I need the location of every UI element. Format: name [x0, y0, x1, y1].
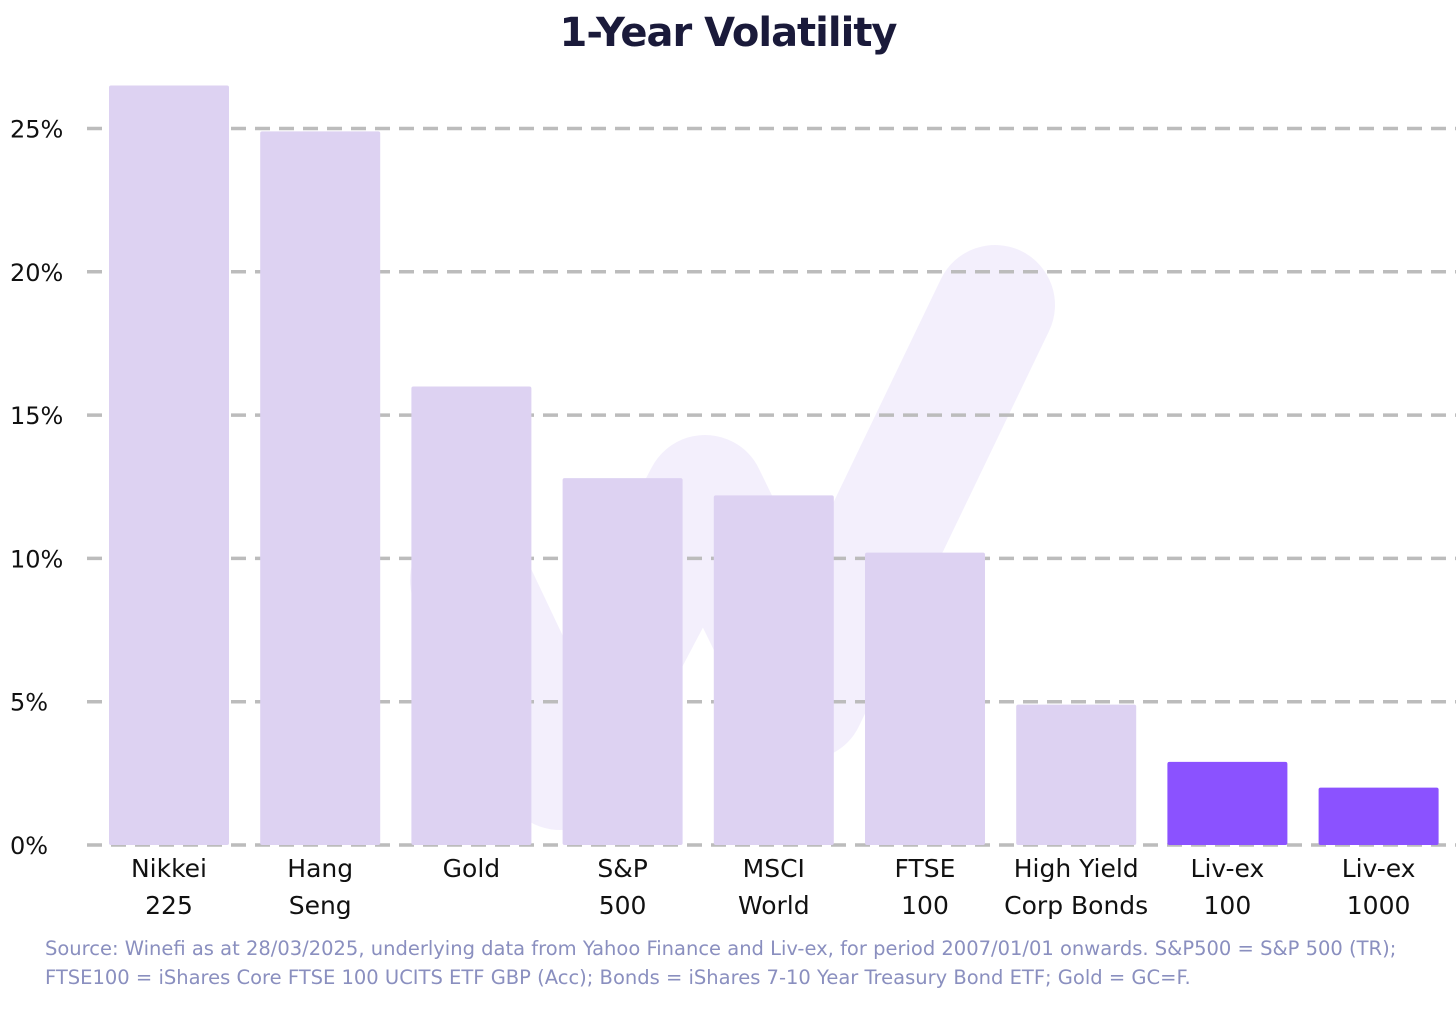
y-tick-label: 25% [10, 116, 63, 144]
x-category-label: Corp Bonds [1004, 891, 1148, 920]
y-tick-label: 15% [10, 402, 63, 430]
source-line-2: FTSE100 = iShares Core FTSE 100 UCITS ET… [45, 966, 1191, 989]
x-category-label: 100 [901, 891, 949, 920]
y-axis-ticks: 0% 5% 10% 15% 20% 25% [10, 116, 63, 861]
x-category-label: 1000 [1347, 891, 1411, 920]
x-category-label: Seng [289, 891, 352, 920]
chart-title: 1-Year Volatility [559, 10, 897, 56]
y-tick-label: 10% [10, 545, 63, 573]
y-tick-label: 20% [10, 259, 63, 287]
bar [411, 386, 532, 845]
x-category-label: 100 [1204, 891, 1252, 920]
x-category-label: S&P [597, 854, 647, 883]
bar [1016, 704, 1137, 845]
bar [1167, 761, 1288, 845]
source-note: Source: Winefi as at 28/03/2025, underly… [45, 934, 1435, 992]
source-line-1: Source: Winefi as at 28/03/2025, underly… [45, 937, 1397, 960]
x-category-label: Liv-ex [1342, 854, 1416, 883]
x-category-label: Gold [443, 854, 500, 883]
bar [260, 131, 381, 846]
bar [1318, 787, 1439, 845]
x-category-label: 500 [599, 891, 647, 920]
x-axis-categories: Nikkei 225 Hang Seng Gold S&P 500 MSCI World FTSE… [131, 854, 1416, 920]
x-category-label: Hang [287, 854, 353, 883]
y-tick-label: 5% [10, 689, 48, 717]
x-category-label: 225 [145, 891, 193, 920]
bar [713, 495, 834, 845]
x-category-label: High Yield [1014, 854, 1139, 883]
y-tick-label: 0% [10, 832, 48, 860]
bars [109, 85, 1439, 846]
x-category-label: World [738, 891, 810, 920]
bar-chart: 0% 5% 10% 15% 20% 25% Nikkei 225 Hang Seng Gold S&… [10, 85, 1456, 920]
x-category-label: Nikkei [131, 854, 207, 883]
x-category-label: FTSE [895, 854, 956, 883]
bar [109, 85, 229, 845]
bar [562, 478, 683, 845]
x-category-label: Liv-ex [1191, 854, 1265, 883]
x-category-label: MSCI [743, 854, 805, 883]
bar [865, 552, 985, 845]
